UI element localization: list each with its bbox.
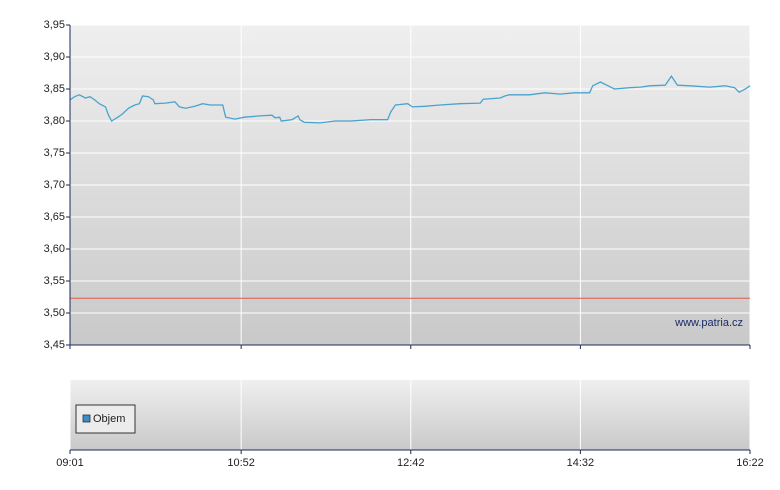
legend-label: Objem bbox=[93, 413, 125, 425]
y-tick-label: 3,85 bbox=[44, 83, 65, 95]
y-tick-label: 3,70 bbox=[44, 179, 65, 191]
y-tick-label: 3,45 bbox=[44, 339, 65, 351]
y-tick-label: 3,60 bbox=[44, 243, 65, 255]
y-tick-label: 3,75 bbox=[44, 147, 65, 159]
y-tick-label: 3,90 bbox=[44, 51, 65, 63]
y-tick-label: 3,50 bbox=[44, 307, 65, 319]
x-tick-label: 12:42 bbox=[397, 457, 425, 469]
x-tick-label: 14:32 bbox=[567, 457, 595, 469]
price-line bbox=[69, 75, 751, 124]
x-tick-label: 09:01 bbox=[56, 457, 84, 469]
y-tick-label: 3,55 bbox=[44, 275, 65, 287]
x-tick-label: 10:52 bbox=[227, 457, 255, 469]
y-tick-label: 3,95 bbox=[44, 19, 65, 31]
legend-swatch bbox=[82, 414, 91, 423]
y-tick-label: 3,80 bbox=[44, 115, 65, 127]
x-tick-label: 16:22 bbox=[736, 457, 764, 469]
y-tick-label: 3,65 bbox=[44, 211, 65, 223]
watermark: www.patria.cz bbox=[674, 317, 743, 329]
volume-panel bbox=[70, 380, 750, 450]
